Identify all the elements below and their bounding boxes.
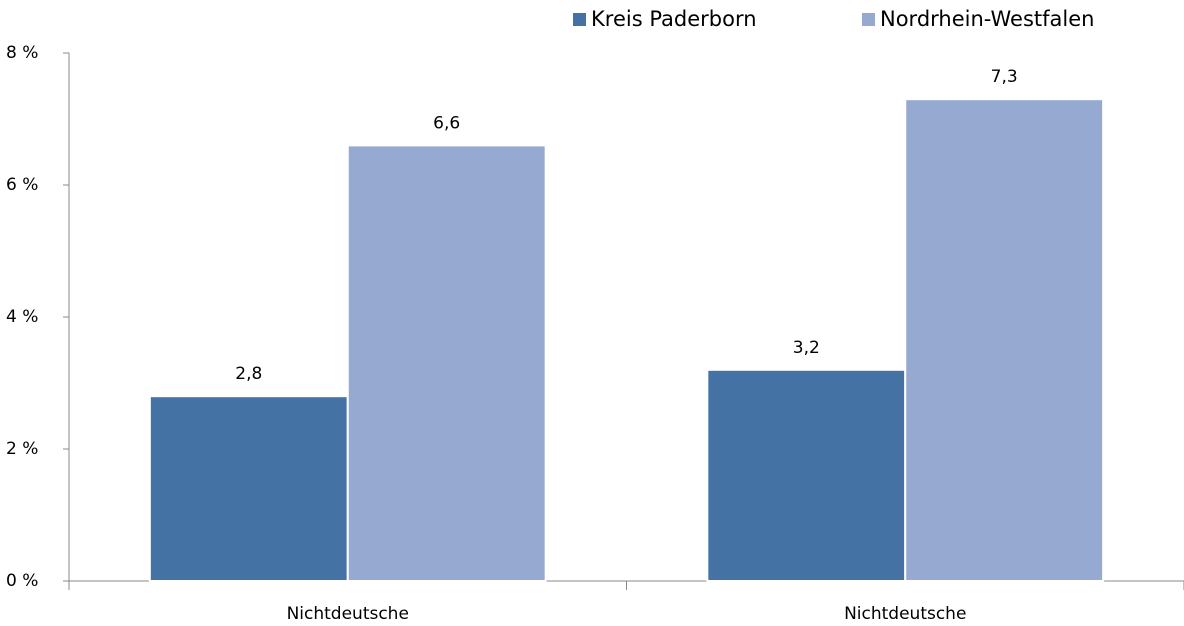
- legend-label: Kreis Paderborn: [591, 7, 757, 31]
- value-label: 2,8: [235, 364, 262, 384]
- legend-label: Nordrhein-Westfalen: [880, 7, 1094, 31]
- bar: [706, 368, 907, 582]
- y-tick-label: 0 %: [6, 571, 38, 591]
- y-tick-label: 4 %: [6, 307, 38, 327]
- x-tick-label: Nichtdeutsche: [844, 604, 966, 624]
- bar: [148, 395, 349, 583]
- y-tick-label: 2 %: [6, 439, 38, 459]
- value-label: 7,3: [991, 67, 1018, 87]
- legend-swatch: [862, 13, 875, 26]
- y-tick-label: 6 %: [6, 175, 38, 195]
- value-label: 3,2: [793, 338, 820, 358]
- x-tick-label: Nichtdeutsche: [287, 604, 409, 624]
- bar: [904, 98, 1105, 582]
- y-tick-label: 8 %: [6, 43, 38, 63]
- value-label: 6,6: [433, 113, 460, 133]
- legend-swatch: [573, 13, 586, 26]
- legend: Kreis Paderborn Nordrhein-Westfalen: [573, 7, 1094, 31]
- bar: [346, 144, 547, 582]
